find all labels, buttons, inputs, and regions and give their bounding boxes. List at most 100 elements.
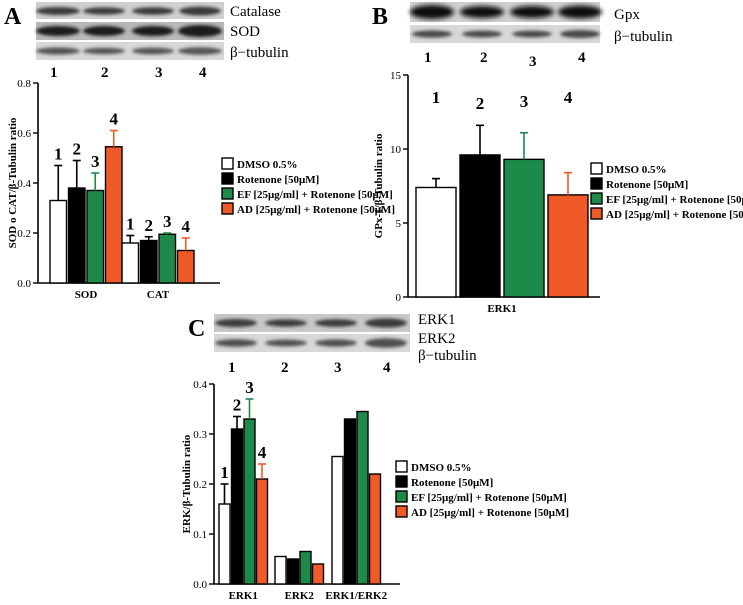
bar-number-label: 1 <box>220 463 229 482</box>
blot-label-a-0: Catalase <box>230 4 281 20</box>
y-tick-label: 0.2 <box>193 479 207 491</box>
y-tick-label: 0.3 <box>193 429 207 441</box>
legend-label: EF [25μg/ml] + Rotenone [50μM] <box>411 492 567 504</box>
y-tick-label: 15 <box>390 70 402 82</box>
bar <box>356 410 369 585</box>
legend-label: DMSO 0.5% <box>237 159 298 171</box>
lane-number-b-3: 4 <box>578 50 586 66</box>
legend-swatch <box>395 490 408 503</box>
bar-number-label: 2 <box>233 396 242 415</box>
legend-swatch <box>590 192 603 205</box>
lane-number-b-0: 1 <box>424 50 432 66</box>
y-tick-label: 0.0 <box>17 278 31 290</box>
bar <box>503 158 545 298</box>
legend-label: AD [25μg/ml] + Rotenone [50μM] <box>411 507 569 519</box>
bar-number-label: 3 <box>91 152 100 171</box>
legend-label: DMSO 0.5% <box>411 462 472 474</box>
bar-number-label: 2 <box>73 140 82 159</box>
category-label: ERK1 <box>487 303 516 315</box>
bar-number-label: 4 <box>258 443 267 462</box>
legend-label: EF [25μg/ml] + Rotenone [50μM] <box>237 189 393 201</box>
blot-label-c-1: ERK2 <box>418 331 456 347</box>
legend-label: AD [25μg/ml] + Rotenone [50μM] <box>606 209 743 221</box>
bar <box>255 478 269 585</box>
blot-label-a-1: SOD <box>230 24 260 40</box>
bar <box>343 418 357 585</box>
legend-layer: DMSO 0.5% Rotenone [50μM] EF [25μg/ml] + R… <box>221 157 743 519</box>
lane-number-c-2: 3 <box>334 360 342 376</box>
bar-number-label: 1 <box>126 215 135 234</box>
bar-number-label: 4 <box>110 110 119 129</box>
legend-swatch <box>590 177 603 190</box>
y-tick-label: 0.4 <box>193 379 207 391</box>
bar <box>176 249 195 284</box>
blot-label-a-2: β−tubulin <box>230 45 289 61</box>
y-tick-label: 0.0 <box>193 579 207 591</box>
y-tick-label: 0.4 <box>17 178 31 190</box>
bar <box>459 154 501 298</box>
panel-b-blots <box>410 2 602 43</box>
bar <box>274 555 287 585</box>
legend-swatch <box>221 187 234 200</box>
bar <box>286 558 300 585</box>
legend-panel-c: DMSO 0.5% Rotenone [50μM] EF [25μg/ml] + R… <box>395 460 569 519</box>
lane-number-b-2: 3 <box>529 54 537 70</box>
bar-number-label: 2 <box>145 216 154 235</box>
category-label: ERK1/ERK2 <box>325 590 387 602</box>
legend-label: Rotenone [50μM] <box>606 179 688 191</box>
chart-panel-a: 0.0 0.2 0.4 0.6 0.8 SOD o CAT/β-Tubulin ratio… <box>7 78 220 301</box>
bar <box>121 242 140 284</box>
y-tick-label: 0.2 <box>17 228 31 240</box>
y-tick-label: 0 <box>396 292 402 304</box>
y-axis-label: GPx-1/β-Tubulin ratio <box>373 133 385 238</box>
legend-swatch <box>590 162 603 175</box>
category-label: SOD <box>75 289 98 301</box>
bar <box>158 233 177 284</box>
category-label: ERK2 <box>285 590 315 602</box>
panel-letter-b: B <box>372 4 388 30</box>
bar <box>104 146 123 284</box>
lane-number-a-0: 1 <box>50 65 58 81</box>
legend-label: Rotenone [50μM] <box>237 174 319 186</box>
blot-label-b-0: Gpx <box>614 7 640 23</box>
legend-panel-b: DMSO 0.5% Rotenone [50μM] EF [25μg/ml] + R… <box>590 162 743 221</box>
legend-swatch <box>395 475 408 488</box>
legend-label: AD [25μg/ml] + Rotenone [50μM] <box>237 204 395 216</box>
bar <box>547 194 589 298</box>
chart-layer: 0.0 0.2 0.4 0.6 0.8 SOD o CAT/β-Tubulin ratio… <box>7 70 600 602</box>
y-tick-label: 0.6 <box>17 128 31 140</box>
bar <box>230 428 244 585</box>
panel-a-blots <box>36 2 224 60</box>
panel-c-blots <box>214 314 410 352</box>
legend-swatch <box>395 460 408 473</box>
bar-number-label: 4 <box>182 217 191 236</box>
y-tick-label: 0.1 <box>193 529 207 541</box>
category-label: CAT <box>147 289 170 301</box>
lane-number-a-2: 3 <box>155 65 163 81</box>
bar-number-label: 1 <box>432 88 441 107</box>
chart-panel-b: 0 5 10 15 GPx-1/β-Tubulin ratio 1 2 3 4 ERK1 <box>373 70 600 315</box>
bar <box>67 187 86 284</box>
bar-number-label: 3 <box>520 92 529 111</box>
bar <box>49 199 68 284</box>
y-tick-label: 5 <box>396 218 402 230</box>
bar-number-label: 2 <box>476 94 485 113</box>
blot-label-b-1: β−tubulin <box>614 29 673 45</box>
legend-swatch <box>395 505 408 518</box>
y-axis-label: ERK/β-Tubulin ratio <box>181 434 193 533</box>
legend-swatch <box>221 157 234 170</box>
lane-number-c-0: 1 <box>228 360 236 376</box>
lane-number-b-1: 2 <box>480 50 488 66</box>
bar <box>415 186 457 298</box>
panel-letter-c: C <box>188 316 205 342</box>
y-tick-label: 10 <box>390 144 402 156</box>
bar <box>331 455 344 585</box>
legend-label: Rotenone [50μM] <box>411 477 493 489</box>
legend-panel-a: DMSO 0.5% Rotenone [50μM] EF [25μg/ml] + R… <box>221 157 395 216</box>
bar-number-label: 1 <box>54 145 63 164</box>
bar-number-label: 3 <box>245 378 254 397</box>
bar <box>299 550 312 585</box>
blot-label-c-2: β−tubulin <box>418 348 477 364</box>
category-label: ERK1 <box>229 590 258 602</box>
